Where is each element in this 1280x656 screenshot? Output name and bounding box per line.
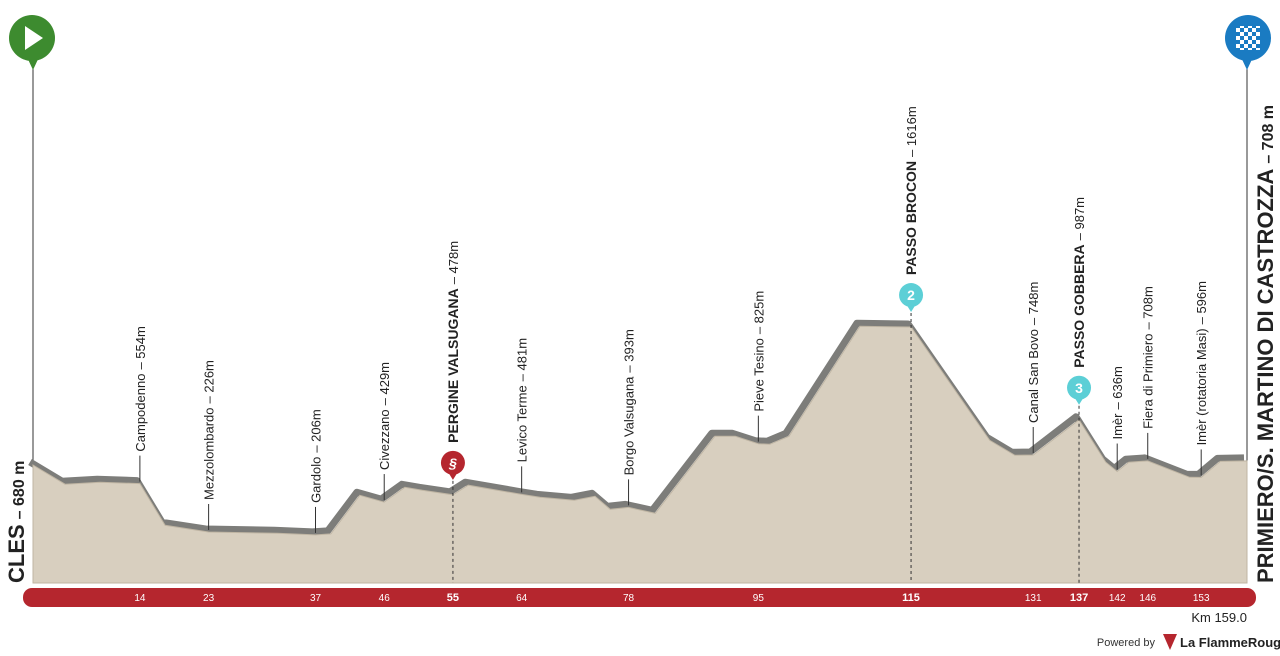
brand: La FlammeRouge — [1180, 635, 1280, 650]
km-tick-label: 115 — [902, 592, 920, 604]
km-tick-label: 137 — [1070, 592, 1088, 604]
waypoint-label: PERGINE VALSUGANA – 478m — [445, 241, 461, 443]
badge-label: 2 — [907, 287, 915, 303]
badge — [899, 283, 924, 308]
waypoint-label: PASSO GOBBERA – 987m — [1071, 197, 1087, 368]
waypoint-label: Levico Terme – 481m — [515, 338, 530, 462]
waypoint-elevation: – 987m — [1072, 197, 1087, 240]
km-tick-label: 37 — [310, 593, 322, 604]
waypoint-elevation: – 393m — [622, 329, 637, 372]
waypoint-name: Gardolo — [309, 457, 324, 503]
waypoint-elevation: – 636m — [1110, 366, 1125, 409]
waypoint-elevation: – 748m — [1026, 282, 1041, 325]
km-tick-label: 64 — [516, 593, 528, 604]
waypoint-elevation: – 554m — [133, 326, 148, 369]
waypoint-name: Imèr — [1110, 413, 1125, 440]
waypoint-label: PASSO BROCON – 1616m — [903, 106, 919, 275]
km-tick-label: 146 — [1139, 593, 1156, 604]
waypoint-elevation: – 429m — [377, 362, 392, 405]
km-tick-label: 95 — [753, 593, 765, 604]
waypoint-elevation: – 825m — [751, 291, 766, 334]
km-tick-label: 55 — [447, 592, 459, 604]
finish-label-name: PRIMIERO/S. MARTINO DI CASTROZZA — [1253, 169, 1278, 583]
waypoint-label: Borgo Valsugana – 393m — [622, 329, 637, 475]
km-tick-label: 78 — [623, 593, 635, 604]
waypoint-elevation: – 206m — [309, 409, 324, 452]
waypoint-name: PERGINE VALSUGANA — [445, 288, 461, 443]
waypoint-label: Imèr – 636m — [1110, 366, 1125, 439]
badge — [1067, 375, 1092, 400]
badge — [440, 450, 465, 475]
waypoint-name: Borgo Valsugana — [622, 376, 637, 476]
waypoint-elevation: – 1616m — [904, 106, 919, 157]
waypoint-name: Canal San Bovo — [1026, 329, 1041, 423]
distance-bar — [23, 588, 1256, 607]
start-label: CLES – 680 m — [4, 461, 29, 583]
waypoint-label: Campodenno – 554m — [133, 326, 148, 451]
waypoint-name: Imèr (rotatoria Masi) — [1194, 328, 1209, 445]
sprint-icon: § — [448, 455, 457, 471]
waypoint-elevation: – 596m — [1194, 281, 1209, 324]
km-tick-label: 23 — [203, 593, 215, 604]
km-tick-label: 153 — [1193, 593, 1210, 604]
waypoint-name: Levico Terme — [515, 385, 530, 462]
waypoint-elevation: – 481m — [515, 338, 530, 381]
badge-tail — [906, 304, 917, 313]
badge-tail — [1074, 396, 1085, 405]
waypoint-elevation: – 226m — [202, 360, 217, 403]
waypoint-label: Pieve Tesino – 825m — [751, 291, 766, 412]
waypoint-label: Civezzano – 429m — [377, 362, 392, 470]
finish-label-elevation: – 708 m — [1260, 105, 1277, 164]
brand-logo — [1163, 634, 1177, 650]
elevation-profile — [32, 325, 1248, 584]
km-tick-label: 14 — [134, 593, 146, 604]
waypoint-label: Imèr (rotatoria Masi) – 596m — [1194, 281, 1209, 445]
waypoint-name: Fiera di Primiero — [1141, 334, 1156, 429]
km-tick-label: 46 — [379, 593, 391, 604]
start-label-elevation: – 680 m — [11, 461, 28, 520]
waypoint-name: PASSO BROCON — [903, 161, 919, 275]
km-tick-label: 131 — [1025, 593, 1042, 604]
waypoint-name: Civezzano — [377, 409, 392, 470]
distance-label: Km 159.0 — [1191, 610, 1247, 625]
finish-label: PRIMIERO/S. MARTINO DI CASTROZZA – 708 m — [1253, 105, 1278, 583]
waypoint-label: Canal San Bovo – 748m — [1026, 282, 1041, 423]
waypoint-name: Pieve Tesino — [751, 338, 766, 411]
waypoint-label: Gardolo – 206m — [309, 409, 324, 503]
badge-label: 3 — [1075, 380, 1083, 396]
waypoint-elevation: – 708m — [1141, 286, 1156, 329]
badge-tail — [447, 471, 458, 480]
powered-by: Powered by — [1097, 637, 1156, 649]
waypoint-elevation: – 478m — [446, 241, 461, 284]
waypoint-name: Campodenno — [133, 374, 148, 452]
km-tick-label: 142 — [1109, 593, 1126, 604]
start-label-name: CLES — [4, 524, 29, 583]
waypoint-label: Mezzolombardo – 226m — [202, 360, 217, 500]
waypoint-label: Fiera di Primiero – 708m — [1141, 286, 1156, 429]
waypoint-name: PASSO GOBBERA — [1071, 244, 1087, 367]
waypoint-name: Mezzolombardo — [202, 407, 217, 500]
